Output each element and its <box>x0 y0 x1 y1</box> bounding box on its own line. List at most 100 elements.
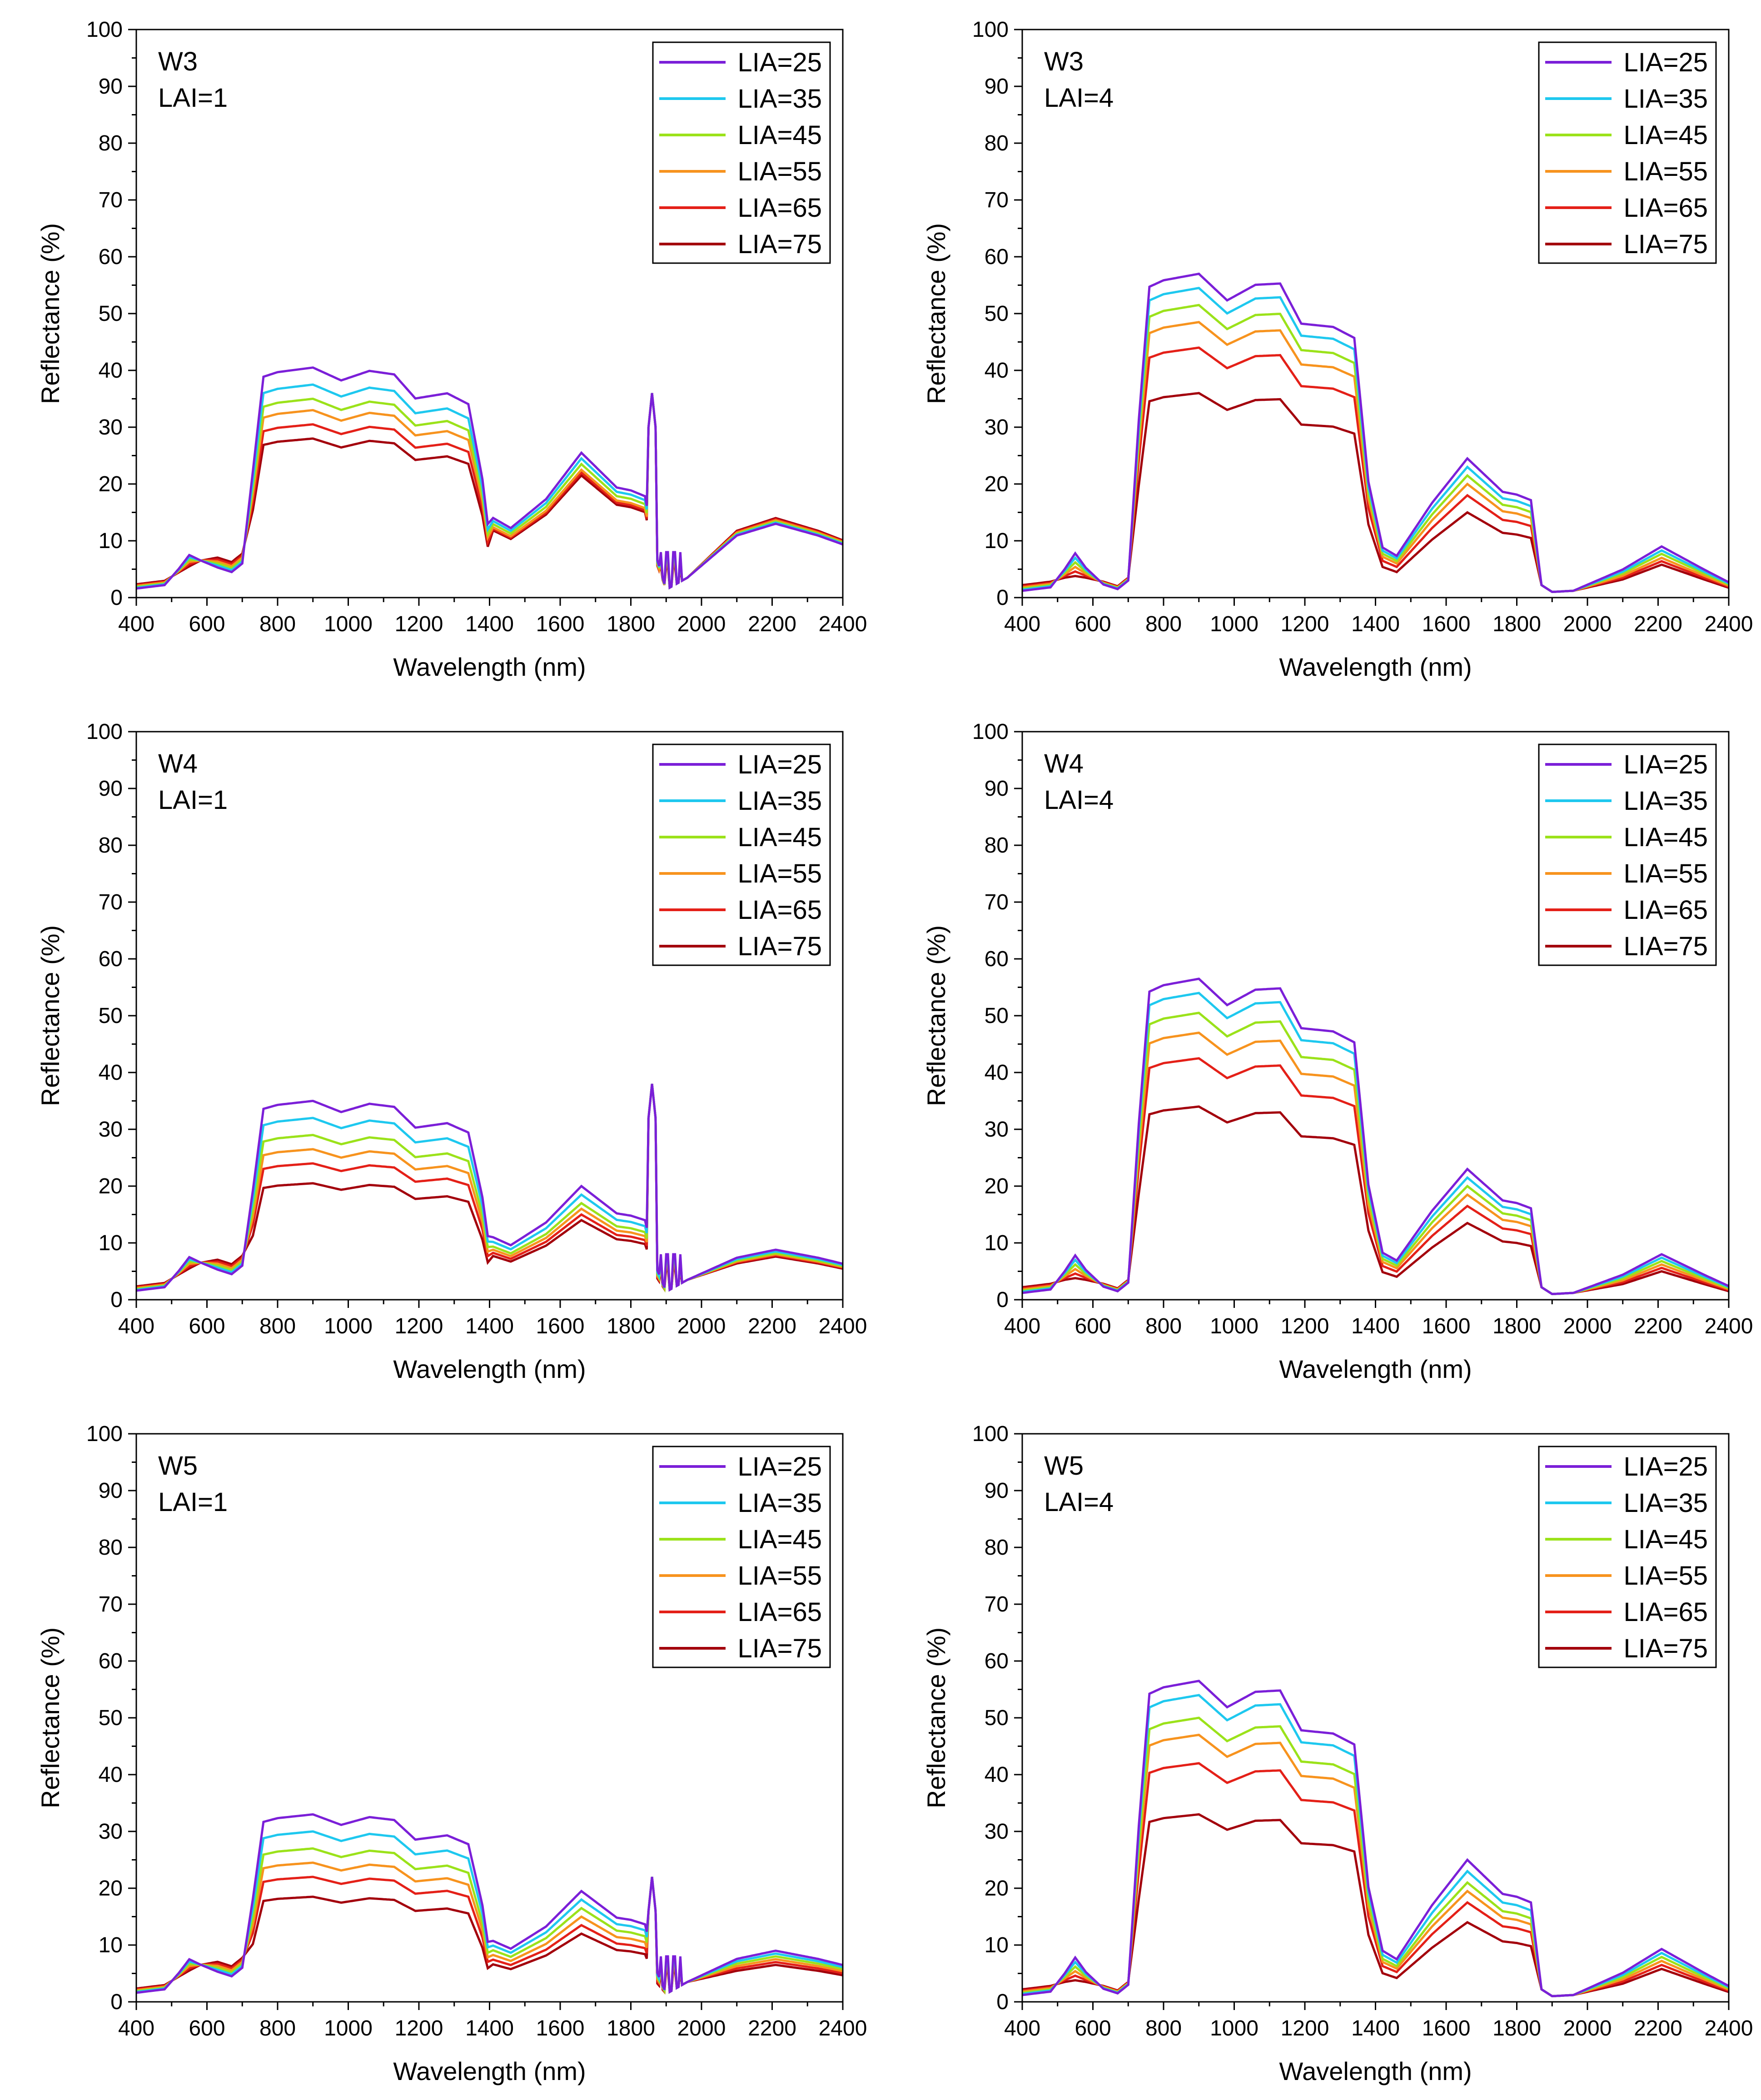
y-tick-label: 40 <box>985 1763 1009 1787</box>
x-axis-title: Wavelength (nm) <box>1279 1355 1472 1383</box>
x-tick-label: 400 <box>1004 2016 1040 2040</box>
x-tick-label: 1800 <box>607 612 655 636</box>
legend-label: LIA=35 <box>738 1488 822 1518</box>
y-axis-title: Reflectance (%) <box>36 1627 65 1808</box>
series-line-lia-25 <box>1022 978 1729 1296</box>
series-line-lia-25 <box>136 1813 843 1994</box>
y-tick-label: 100 <box>972 18 1009 42</box>
y-tick-label: 40 <box>99 1763 123 1787</box>
x-tick-label: 1800 <box>1492 1314 1541 1338</box>
x-tick-label: 1200 <box>1281 2016 1329 2040</box>
y-tick-label: 90 <box>99 1479 123 1503</box>
y-tick-label: 100 <box>972 720 1009 744</box>
x-tick-label: 2000 <box>1563 612 1612 636</box>
y-tick-label: 20 <box>985 1876 1009 1900</box>
y-tick-label: 30 <box>985 1820 1009 1844</box>
x-axis-title: Wavelength (nm) <box>393 2057 586 2085</box>
x-tick-label: 2200 <box>748 1314 796 1338</box>
y-tick-label: 90 <box>985 777 1009 801</box>
series-line-lia-55 <box>136 1861 843 1995</box>
y-tick-label: 40 <box>99 1061 123 1085</box>
series-line-lia-55 <box>1022 321 1729 594</box>
series-line-lia-25 <box>1022 272 1729 594</box>
x-axis-title: Wavelength (nm) <box>1279 653 1472 681</box>
y-tick-label: 60 <box>99 1649 123 1673</box>
legend-label: LIA=25 <box>738 750 822 779</box>
y-tick-label: 90 <box>99 75 123 99</box>
panel-label: W5 <box>158 1451 198 1481</box>
legend-box <box>1538 41 1717 264</box>
x-tick-label: 800 <box>259 1314 296 1338</box>
x-tick-label: 1200 <box>395 1314 443 1338</box>
x-tick-label: 800 <box>1145 1314 1182 1338</box>
legend-box <box>1538 743 1717 966</box>
x-tick-label: 1800 <box>1492 2016 1541 2040</box>
series-line-lia-65 <box>136 1876 843 1995</box>
y-tick-label: 30 <box>985 415 1009 439</box>
x-tick-label: 400 <box>118 2016 154 2040</box>
x-tick-label: 1600 <box>1422 1314 1471 1338</box>
y-tick-label: 0 <box>996 1288 1009 1312</box>
legend-label: LIA=25 <box>738 48 822 77</box>
legend-label: LIA=75 <box>738 229 822 259</box>
legend-label: LIA=45 <box>738 1525 822 1554</box>
x-tick-label: 1600 <box>1422 612 1471 636</box>
x-tick-label: 1600 <box>1422 2016 1471 2040</box>
x-tick-label: 1800 <box>607 2016 655 2040</box>
x-tick-label: 1000 <box>324 2016 373 2040</box>
series-line-lia-75 <box>1022 392 1729 594</box>
y-tick-label: 90 <box>985 75 1009 99</box>
panel-label: W5 <box>1044 1451 1084 1481</box>
y-tick-label: 100 <box>86 720 123 744</box>
legend-label: LIA=35 <box>1624 84 1708 114</box>
y-tick-label: 20 <box>985 1174 1009 1198</box>
legend-label: LIA=65 <box>1624 1597 1708 1627</box>
x-tick-label: 400 <box>118 1314 154 1338</box>
legend-label: LIA=35 <box>1624 1488 1708 1518</box>
y-tick-label: 90 <box>99 777 123 801</box>
y-tick-label: 50 <box>99 302 123 326</box>
x-axis-title: Wavelength (nm) <box>393 1355 586 1383</box>
y-tick-label: 70 <box>985 1592 1009 1616</box>
chart-panel-4: 0 10 20 30 40 50 60 70 80 90 100 400 600 800 1000 1200 1… <box>922 720 1753 1383</box>
legend-label: LIA=25 <box>1624 48 1708 77</box>
y-tick-label: 20 <box>99 472 123 496</box>
lai-label: LAI=1 <box>158 785 228 815</box>
legend-label: LIA=55 <box>738 1561 822 1591</box>
series-line-lia-65 <box>1022 1762 1729 1998</box>
y-tick-label: 80 <box>99 131 123 155</box>
y-tick-label: 0 <box>996 1990 1009 2014</box>
x-tick-label: 1000 <box>324 1314 373 1338</box>
y-axis-title: Reflectance (%) <box>36 223 65 404</box>
y-tick-label: 70 <box>99 1592 123 1616</box>
x-tick-label: 1600 <box>536 612 585 636</box>
y-tick-label: 70 <box>985 890 1009 914</box>
x-tick-label: 1400 <box>465 612 514 636</box>
lai-label: LAI=4 <box>1044 785 1114 815</box>
y-tick-label: 20 <box>985 472 1009 496</box>
x-tick-label: 1200 <box>1281 612 1329 636</box>
legend-label: LIA=55 <box>738 157 822 186</box>
x-tick-label: 400 <box>1004 612 1040 636</box>
x-tick-label: 2000 <box>1563 1314 1612 1338</box>
y-tick-label: 40 <box>99 359 123 383</box>
chart-panel-3: 0 10 20 30 40 50 60 70 80 90 100 400 600 800 1000 1200 1… <box>36 720 867 1383</box>
x-tick-label: 400 <box>118 612 154 636</box>
y-axis-title: Reflectance (%) <box>922 1627 950 1808</box>
legend-label: LIA=55 <box>1624 157 1708 186</box>
x-tick-label: 1000 <box>324 612 373 636</box>
x-tick-label: 1200 <box>395 2016 443 2040</box>
x-tick-label: 600 <box>189 2016 225 2040</box>
x-tick-label: 1400 <box>1351 612 1400 636</box>
series-line-lia-45 <box>1022 1716 1729 1998</box>
legend-label: LIA=65 <box>1624 193 1708 223</box>
legend-label: LIA=55 <box>1624 859 1708 888</box>
series-line-lia-35 <box>136 1830 843 1994</box>
panel-label: W4 <box>1044 749 1084 778</box>
series-line-lia-25 <box>136 366 843 590</box>
legend-label: LIA=75 <box>1624 1634 1708 1663</box>
lai-label: LAI=1 <box>158 83 228 113</box>
chart-panel-1: 0 10 20 30 40 50 60 70 80 90 100 400 600 800 1000 1200 1… <box>36 18 867 681</box>
x-tick-label: 1400 <box>465 1314 514 1338</box>
y-tick-label: 10 <box>99 1933 123 1957</box>
